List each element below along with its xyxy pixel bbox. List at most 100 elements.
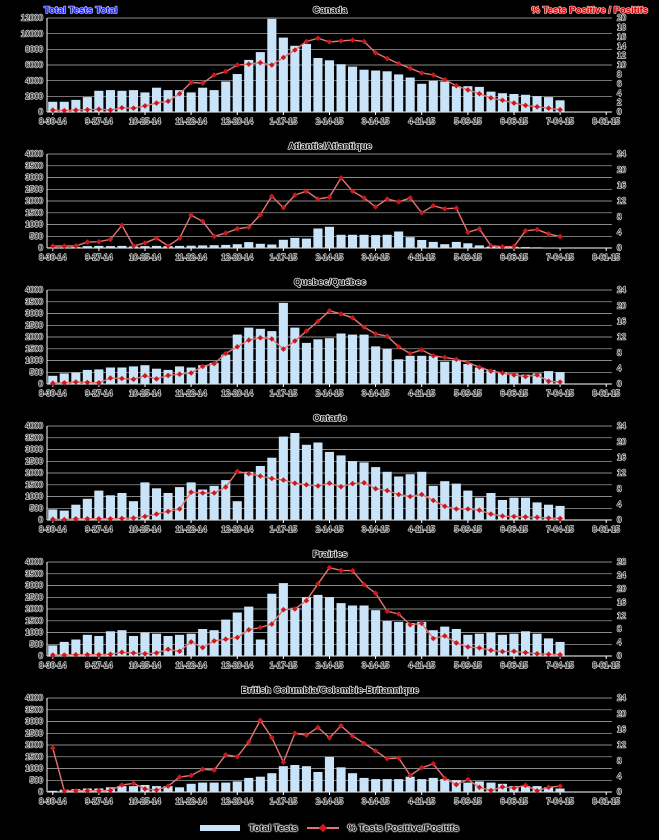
svg-text:4000: 4000 [25, 150, 43, 159]
svg-text:4-11-15: 4-11-15 [408, 389, 436, 398]
svg-text:8-30-14: 8-30-14 [39, 525, 67, 534]
svg-text:10: 10 [617, 61, 626, 70]
svg-text:10-25-14: 10-25-14 [129, 253, 162, 262]
svg-text:0: 0 [39, 380, 44, 389]
svg-text:10-25-14: 10-25-14 [129, 797, 162, 806]
bars-total-tests [48, 583, 565, 657]
svg-text:12: 12 [617, 333, 626, 342]
svg-text:2-14-15: 2-14-15 [316, 525, 344, 534]
svg-text:8-01-15: 8-01-15 [592, 525, 620, 534]
svg-text:3000: 3000 [25, 445, 43, 454]
y-axis-left-labels: 0 500 1000 1500 2000 2500 3000 3500 4000 [24, 421, 44, 525]
bars-total-tests [48, 756, 565, 793]
svg-text:12: 12 [617, 51, 626, 60]
svg-text:11-22-14: 11-22-14 [175, 525, 207, 534]
svg-text:28: 28 [617, 558, 626, 567]
svg-text:16: 16 [617, 725, 626, 734]
svg-text:2000: 2000 [25, 469, 43, 478]
pct-positive-markers [50, 175, 563, 250]
svg-text:20: 20 [617, 165, 626, 174]
svg-text:3-14-15: 3-14-15 [362, 117, 390, 126]
svg-text:5-09-15: 5-09-15 [454, 797, 482, 806]
svg-text:1000: 1000 [25, 764, 43, 773]
panel-title-canada: Canada [313, 5, 348, 16]
svg-text:6-06-15: 6-06-15 [500, 389, 528, 398]
legend-diamond-marker-icon [318, 823, 327, 833]
svg-text:4000: 4000 [25, 76, 43, 85]
svg-text:9-27-14: 9-27-14 [85, 117, 113, 126]
y-axis-left-labels: 0 500 1000 1500 2000 2500 3000 3500 4000 [24, 557, 44, 662]
svg-text:10-25-14: 10-25-14 [129, 389, 162, 398]
panel-prairies: 0 500 1000 1500 2000 2500 3000 3500 4000 0 4 8 12 16 2… [24, 548, 627, 671]
svg-text:8-30-14: 8-30-14 [39, 389, 67, 398]
svg-text:8: 8 [617, 484, 622, 493]
bars-total-tests [48, 433, 565, 521]
svg-text:3000: 3000 [25, 309, 43, 318]
svg-text:12-20-14: 12-20-14 [221, 253, 254, 262]
svg-text:8000: 8000 [25, 45, 43, 54]
legend-pct-positive-label: % Tests Positive/Positifs [347, 822, 459, 834]
svg-text:2-14-15: 2-14-15 [316, 389, 344, 398]
svg-text:6-06-15: 6-06-15 [500, 253, 528, 262]
svg-text:5-09-15: 5-09-15 [454, 253, 482, 262]
svg-text:0: 0 [617, 380, 622, 389]
svg-text:16: 16 [617, 317, 626, 326]
svg-text:500: 500 [30, 776, 44, 785]
svg-text:24: 24 [617, 422, 626, 431]
svg-text:8: 8 [617, 625, 622, 634]
svg-text:3-14-15: 3-14-15 [362, 797, 390, 806]
svg-text:4000: 4000 [25, 694, 43, 703]
svg-text:7-04-15: 7-04-15 [546, 253, 574, 262]
svg-text:10-25-14: 10-25-14 [129, 117, 162, 126]
svg-text:8: 8 [617, 212, 622, 221]
legend-bar-swatch-icon [200, 825, 240, 831]
svg-text:6000: 6000 [25, 61, 43, 70]
svg-text:7-04-15: 7-04-15 [546, 661, 574, 670]
svg-text:14: 14 [617, 42, 626, 51]
svg-text:4-11-15: 4-11-15 [408, 661, 436, 670]
svg-text:1000: 1000 [25, 356, 43, 365]
svg-text:4-11-15: 4-11-15 [408, 525, 436, 534]
svg-text:0: 0 [617, 244, 622, 253]
svg-text:7-04-15: 7-04-15 [546, 117, 574, 126]
svg-text:6-06-15: 6-06-15 [500, 117, 528, 126]
svg-text:6-06-15: 6-06-15 [500, 525, 528, 534]
svg-text:1-17-15: 1-17-15 [270, 525, 298, 534]
svg-text:24: 24 [617, 694, 626, 703]
svg-text:20: 20 [617, 709, 626, 718]
svg-text:8-01-15: 8-01-15 [592, 117, 620, 126]
svg-text:3500: 3500 [25, 705, 43, 714]
svg-text:8-01-15: 8-01-15 [592, 797, 620, 806]
svg-text:8-30-14: 8-30-14 [39, 117, 67, 126]
y-axis-right-labels: 0 4 8 12 16 20 24 [616, 693, 627, 798]
svg-text:2000: 2000 [25, 197, 43, 206]
svg-text:12: 12 [617, 469, 626, 478]
panel-title-ontario: Ontario [313, 413, 347, 424]
svg-text:6-06-15: 6-06-15 [500, 797, 528, 806]
x-axis-labels: 8-30-14 9-27-14 10-25-14 11-22-14 12-20-14 1-… [38, 796, 621, 807]
svg-text:0: 0 [39, 244, 44, 253]
legend-total-tests-label: Total Tests [249, 822, 298, 834]
svg-text:12-20-14: 12-20-14 [221, 797, 254, 806]
svg-text:5-09-15: 5-09-15 [454, 389, 482, 398]
svg-text:16: 16 [617, 598, 626, 607]
svg-text:2-14-15: 2-14-15 [316, 253, 344, 262]
svg-text:12: 12 [617, 741, 626, 750]
svg-text:3000: 3000 [25, 173, 43, 182]
x-axis-labels: 8-30-14 9-27-14 10-25-14 11-22-14 12-20-14 1-… [38, 524, 621, 535]
svg-text:9-27-14: 9-27-14 [85, 389, 113, 398]
svg-text:24: 24 [617, 286, 626, 295]
svg-text:18: 18 [617, 23, 626, 32]
y-axis-left-labels: 0 500 1000 1500 2000 2500 3000 3500 4000 [24, 693, 44, 798]
legend-line-swatch-icon [306, 823, 339, 833]
x-axis-labels: 8-30-14 9-27-14 10-25-14 11-22-14 12-20-14 1-… [38, 252, 621, 263]
svg-text:4-11-15: 4-11-15 [408, 253, 436, 262]
svg-text:5-09-15: 5-09-15 [454, 661, 482, 670]
svg-text:8-01-15: 8-01-15 [592, 661, 620, 670]
svg-text:6-06-15: 6-06-15 [500, 661, 528, 670]
svg-text:3500: 3500 [25, 433, 43, 442]
svg-text:16: 16 [617, 181, 626, 190]
svg-text:4000: 4000 [25, 422, 43, 431]
bars-total-tests [48, 18, 565, 113]
svg-text:4-11-15: 4-11-15 [408, 117, 436, 126]
